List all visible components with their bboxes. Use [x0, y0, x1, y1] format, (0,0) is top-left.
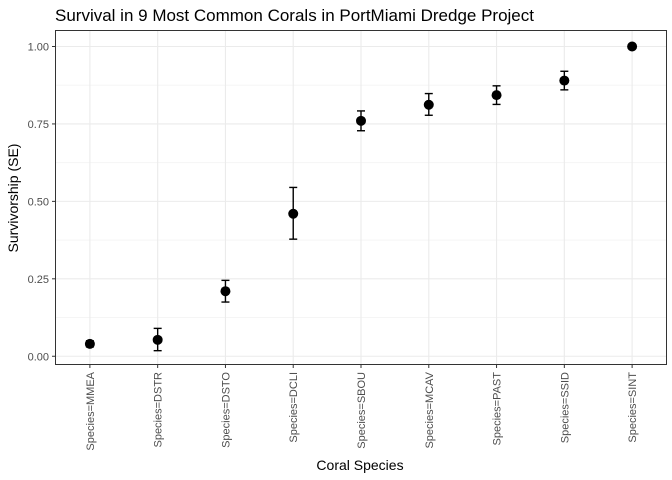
y-axis-title: Survivorship (SE)	[5, 144, 21, 253]
chart-title: Survival in 9 Most Common Corals in Port…	[55, 6, 534, 25]
x-axis-title: Coral Species	[316, 457, 403, 473]
x-tick-label: Species=MCAV	[424, 371, 436, 448]
data-point	[559, 75, 570, 86]
data-point	[423, 99, 434, 110]
x-tick-label: Species=DSTR	[153, 372, 165, 448]
x-tick-label: Species=DSTO	[220, 372, 232, 448]
y-tick-label: 0.50	[28, 196, 49, 208]
y-tick-label: 0.25	[28, 274, 49, 286]
data-point	[356, 115, 366, 126]
y-tick-label: 1.00	[28, 41, 49, 53]
x-tick-label: Species=SBOU	[356, 372, 368, 449]
points	[84, 41, 638, 349]
data-point	[288, 208, 299, 219]
data-point	[84, 338, 95, 349]
x-tick-label: Species=SSID	[559, 372, 571, 443]
data-point	[152, 334, 163, 345]
x-tick-label: Species=MMEA	[85, 371, 97, 450]
y-tick-label: 0.75	[28, 119, 49, 131]
data-point	[220, 286, 231, 297]
grid-major	[56, 31, 666, 364]
x-tick-label: Species=SINT	[627, 372, 639, 443]
x-tick-label: Species=DCLI	[288, 372, 300, 443]
y-axis-ticks: 0.00 0.25 0.50 0.75 1.00	[28, 41, 56, 363]
data-point	[491, 90, 502, 101]
data-point	[627, 41, 638, 52]
y-tick-label: 0.00	[28, 351, 49, 363]
x-tick-label: Species=PAST	[492, 372, 504, 446]
x-axis-ticks: Species=MMEA Species=DSTR Species=DSTO Spec…	[85, 364, 639, 451]
